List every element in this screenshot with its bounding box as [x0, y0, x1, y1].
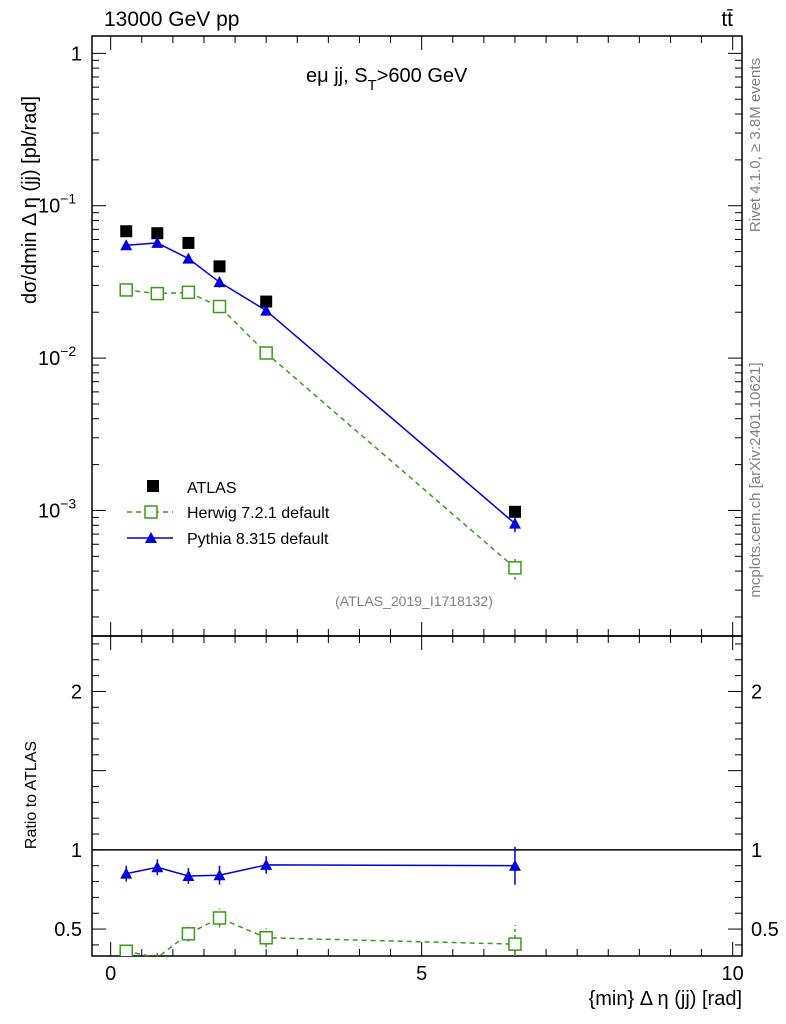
- main-panel: 110−110−210−3 dσ/dmin Δ η (jj) [pb/rad] …: [19, 35, 743, 637]
- mcplots-label: mcplots.cern.ch [arXiv:2401.10621]: [747, 362, 764, 597]
- main-axis-ticks: 1 10−1 10−2 10−3: [38, 36, 742, 636]
- process-label: tt̄: [721, 8, 733, 31]
- main-herwig-7-2-1-default-line: [126, 289, 516, 569]
- ratio-pythia-8-315-default-point: [182, 870, 195, 881]
- legend-label-herwig: Herwig 7.2.1 default: [187, 505, 330, 522]
- main-atlas-point: [260, 295, 273, 308]
- ratio-y-tick-label-left: 2: [71, 681, 82, 703]
- ratio-herwig-7-2-1-default-point: [508, 937, 522, 951]
- ratio-herwig-7-2-1-default-series: [119, 908, 522, 956]
- ratio-pythia-8-315-default-point: [151, 861, 164, 873]
- main-pythia-8-315-default-series: [120, 236, 521, 533]
- ratio-y-axis-label: Ratio to ATLAS: [23, 741, 40, 849]
- ratio-pythia-8-315-default-point: [213, 869, 226, 881]
- legend-label-atlas: ATLAS: [187, 480, 237, 497]
- legend-label-pythia: Pythia 8.315 default: [187, 531, 329, 548]
- main-herwig-7-2-1-default-point: [259, 346, 273, 360]
- ratio-herwig-7-2-1-default-point: [259, 931, 273, 945]
- ratio-panel: 0.5 0.5 1 1 2 2 Ratio to ATLAS: [23, 635, 779, 957]
- main-pythia-8-315-default-point: [260, 304, 273, 316]
- main-pythia-8-315-default-point: [508, 517, 521, 529]
- ratio-pythia-8-315-default-series: [120, 846, 521, 885]
- main-herwig-7-2-1-default-point: [181, 285, 196, 300]
- main-atlas-point: [213, 260, 226, 273]
- main-plot-title: eμ jj, ST>600 GeV: [306, 65, 468, 94]
- x-tick-label: 0: [105, 963, 116, 985]
- main-atlas-series: [120, 225, 521, 518]
- rivet-version-label: Rivet 4.1.0, ≥ 3.8M events: [747, 58, 764, 232]
- main-herwig-7-2-1-default-point: [212, 299, 227, 314]
- main-pythia-8-315-default-point: [182, 252, 195, 264]
- main-atlas-point: [151, 227, 164, 240]
- ratio-frame: [91, 635, 743, 957]
- ratio-herwig-7-2-1-default-point: [181, 927, 196, 941]
- main-series-layer: [119, 225, 522, 580]
- x-tick-labels: 0 5 10: [105, 963, 744, 985]
- ratio-herwig-7-2-1-default-point: [119, 944, 133, 956]
- ratio-y-tick-label-left: 0.5: [54, 919, 82, 941]
- main-y-tick-label: 10−2: [38, 343, 76, 370]
- legend-marker-atlas: [147, 480, 159, 492]
- main-herwig-7-2-1-default-point: [119, 283, 133, 297]
- legend-marker-herwig: [144, 505, 158, 519]
- legend-marker-pythia: [145, 532, 157, 543]
- ratio-y-tick-label-right: 1: [751, 840, 762, 862]
- analysis-watermark: (ATLAS_2019_I1718132): [335, 593, 493, 609]
- ratio-herwig-7-2-1-default-point: [212, 911, 227, 925]
- x-axis-label: {min} Δ η (jj) [rad]: [589, 988, 742, 1010]
- main-y-tick-label: 10−1: [38, 191, 76, 218]
- ratio-pythia-8-315-default-line: [126, 864, 515, 877]
- main-herwig-7-2-1-default-series: [119, 283, 522, 580]
- ratio-pythia-8-315-default-point: [508, 859, 521, 871]
- ratio-series-layer: [119, 846, 522, 956]
- ratio-pythia-8-315-default-point: [260, 858, 273, 870]
- legend: ATLAS Herwig 7.2.1 default Pythia 8.315 …: [127, 480, 330, 548]
- main-y-axis-label: dσ/dmin Δ η (jj) [pb/rad]: [19, 96, 41, 304]
- main-pythia-8-315-default-point: [120, 239, 133, 251]
- ratio-y-tick-label-right: 0.5: [751, 919, 779, 941]
- main-atlas-point: [120, 225, 133, 238]
- main-y-tick-label: 1: [71, 43, 82, 65]
- main-herwig-7-2-1-default-point: [150, 286, 165, 301]
- main-atlas-point: [182, 236, 195, 249]
- x-tick-label: 10: [722, 963, 744, 985]
- main-y-tick-label: 10−3: [38, 495, 76, 522]
- main-atlas-point: [508, 505, 521, 518]
- ratio-y-tick-label-right: 2: [751, 681, 762, 703]
- ratio-axis-ticks: 0.5 0.5 1 1 2 2: [54, 636, 779, 956]
- main-pythia-8-315-default-line: [126, 242, 516, 525]
- main-pythia-8-315-default-point: [213, 276, 226, 288]
- ratio-y-tick-label-left: 1: [71, 840, 82, 862]
- ratio-pythia-8-315-default-point: [120, 867, 133, 879]
- main-herwig-7-2-1-default-point: [508, 561, 522, 575]
- x-tick-label: 5: [416, 963, 427, 985]
- energy-label: 13000 GeV pp: [104, 8, 239, 31]
- main-pythia-8-315-default-point: [151, 236, 164, 248]
